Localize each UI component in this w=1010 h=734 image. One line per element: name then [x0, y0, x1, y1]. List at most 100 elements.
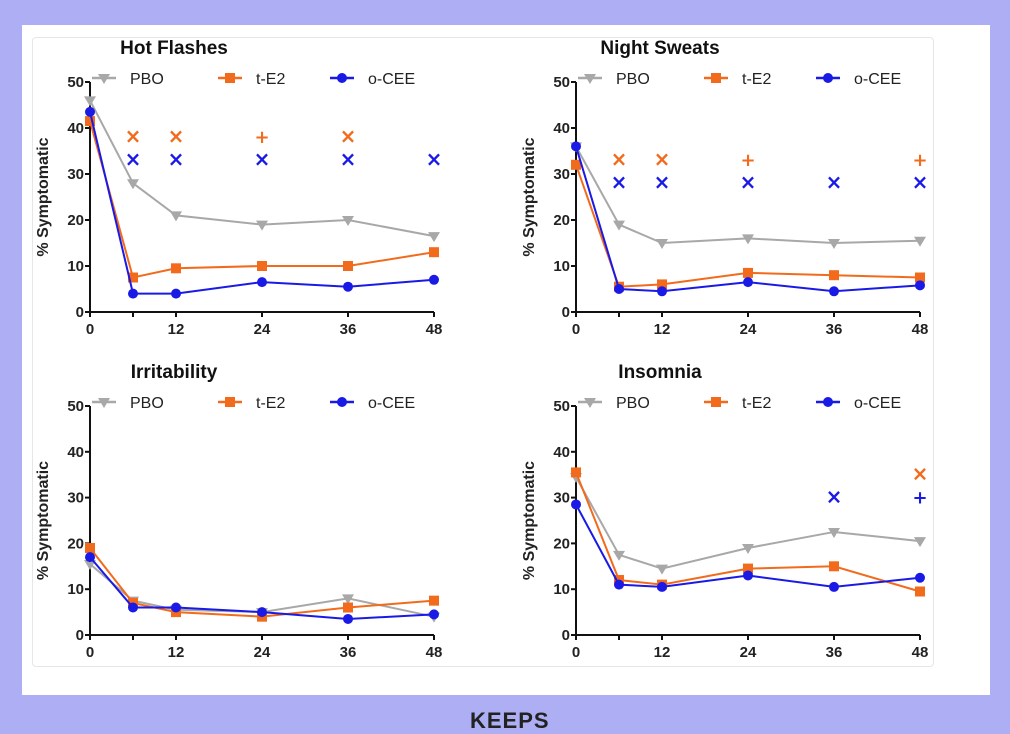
data-point: [171, 263, 181, 274]
y-tick-label: 10: [553, 258, 570, 275]
chart-insomnia: Insomnia % Symptomatic 0 10 20 30 40 50 0 12 24 36 4…: [521, 362, 928, 661]
data-point: [656, 239, 668, 249]
y-tick-label: 50: [553, 398, 570, 415]
data-point: [343, 281, 353, 292]
data-point: [829, 581, 839, 592]
x-tick-label: 0: [86, 321, 94, 338]
x-tick-label: 48: [912, 321, 929, 338]
x-tick-label: 36: [826, 321, 843, 338]
data-point: [343, 602, 353, 613]
legend-marker: [823, 73, 833, 83]
data-point: [614, 284, 624, 294]
chart-title: Hot Flashes: [120, 38, 228, 59]
x-tick-label: 0: [572, 321, 580, 338]
data-point: [343, 261, 353, 271]
data-point: [85, 542, 95, 553]
significance-marker: ×: [912, 462, 929, 486]
series-line: [89, 120, 435, 279]
chart-hot-flashes: Hot Flashes % Symptomatic 0 10 20 30 40 50 0 12 24…: [35, 38, 442, 338]
data-point: [171, 288, 181, 299]
data-point: [342, 216, 354, 226]
legend-marker: [584, 74, 596, 84]
y-tick-label: 20: [553, 535, 570, 552]
x-tick-label: 36: [340, 644, 357, 661]
x-tick-label: 36: [340, 321, 357, 338]
legend-label: o-CEE: [368, 71, 415, 88]
data-point: [343, 613, 353, 624]
legend-item-t-e2: t-E2: [704, 71, 771, 88]
series-o-cee: [571, 499, 925, 592]
data-point: [429, 274, 439, 285]
data-point: [429, 247, 439, 258]
y-tick-label: 0: [76, 304, 84, 321]
legend-marker: [225, 397, 235, 407]
chart-night-sweats: Night Sweats % Symptomatic 0 10 20 30 40 50 0 12 2…: [521, 38, 928, 338]
legend-marker: [584, 398, 596, 408]
series-pbo: [84, 96, 440, 243]
x-tick-label: 48: [912, 644, 929, 661]
legend-label: t-E2: [256, 71, 285, 88]
symptom-charts: Hot Flashes % Symptomatic 0 10 20 30 40 50 0 12 24…: [35, 38, 928, 661]
series-line: [575, 472, 921, 593]
x-tick-label: 12: [654, 644, 671, 661]
data-point: [85, 106, 95, 117]
y-axis-label: % Symptomatic: [521, 137, 538, 256]
data-point: [743, 563, 753, 574]
x-tick-label: 24: [740, 321, 757, 338]
legend-item-t-e2: t-E2: [218, 71, 285, 88]
legend-label: o-CEE: [854, 395, 901, 412]
x-tick-label: 24: [740, 644, 757, 661]
series-line: [89, 556, 435, 620]
chart-title: Insomnia: [618, 362, 702, 383]
y-tick-label: 40: [553, 120, 570, 137]
legend-label: t-E2: [256, 395, 285, 412]
x-tick-label: 36: [826, 644, 843, 661]
y-tick-label: 0: [562, 304, 570, 321]
series-line: [575, 145, 921, 245]
x-tick-label: 0: [86, 644, 94, 661]
data-point: [257, 607, 267, 618]
significance-marker: ×: [125, 124, 142, 148]
data-point: [128, 602, 138, 613]
y-tick-label: 0: [562, 627, 570, 644]
x-tick-label: 12: [654, 321, 671, 338]
x-tick-label: 24: [254, 644, 271, 661]
chart-title: Irritability: [131, 362, 218, 383]
data-point: [828, 527, 840, 538]
legend-marker: [337, 73, 347, 83]
legend-item-pbo: PBO: [92, 71, 164, 88]
series-line: [89, 111, 435, 295]
significance-marker: ×: [826, 485, 843, 509]
legend-marker: [337, 397, 347, 407]
significance-marker: ×: [654, 170, 671, 194]
significance-marker: ×: [611, 147, 628, 171]
significance-marker: ×: [740, 170, 757, 194]
legend-item-o-cee: o-CEE: [330, 395, 415, 412]
significance-marker: ×: [611, 170, 628, 194]
legend-label: PBO: [130, 395, 164, 412]
significance-marker: +: [254, 127, 269, 148]
significance-marker: ×: [426, 147, 443, 171]
y-tick-label: 50: [553, 74, 570, 91]
y-tick-label: 50: [67, 74, 84, 91]
legend-label: PBO: [616, 71, 650, 88]
significance-marker: ×: [125, 147, 142, 171]
data-point: [828, 239, 840, 249]
legend-marker: [823, 397, 833, 407]
significance-marker: +: [740, 150, 755, 171]
data-point: [571, 499, 581, 510]
y-tick-label: 20: [553, 212, 570, 229]
x-tick-label: 48: [426, 321, 443, 338]
data-point: [829, 270, 839, 281]
x-tick-label: 12: [168, 644, 185, 661]
data-point: [829, 561, 839, 572]
y-tick-label: 40: [67, 444, 84, 461]
data-point: [171, 602, 181, 613]
data-point: [429, 609, 439, 620]
y-tick-label: 10: [553, 581, 570, 598]
x-tick-label: 0: [572, 644, 580, 661]
data-point: [85, 116, 95, 127]
legend-item-pbo: PBO: [92, 395, 164, 412]
y-tick-label: 30: [553, 166, 570, 183]
series-line: [575, 476, 921, 570]
